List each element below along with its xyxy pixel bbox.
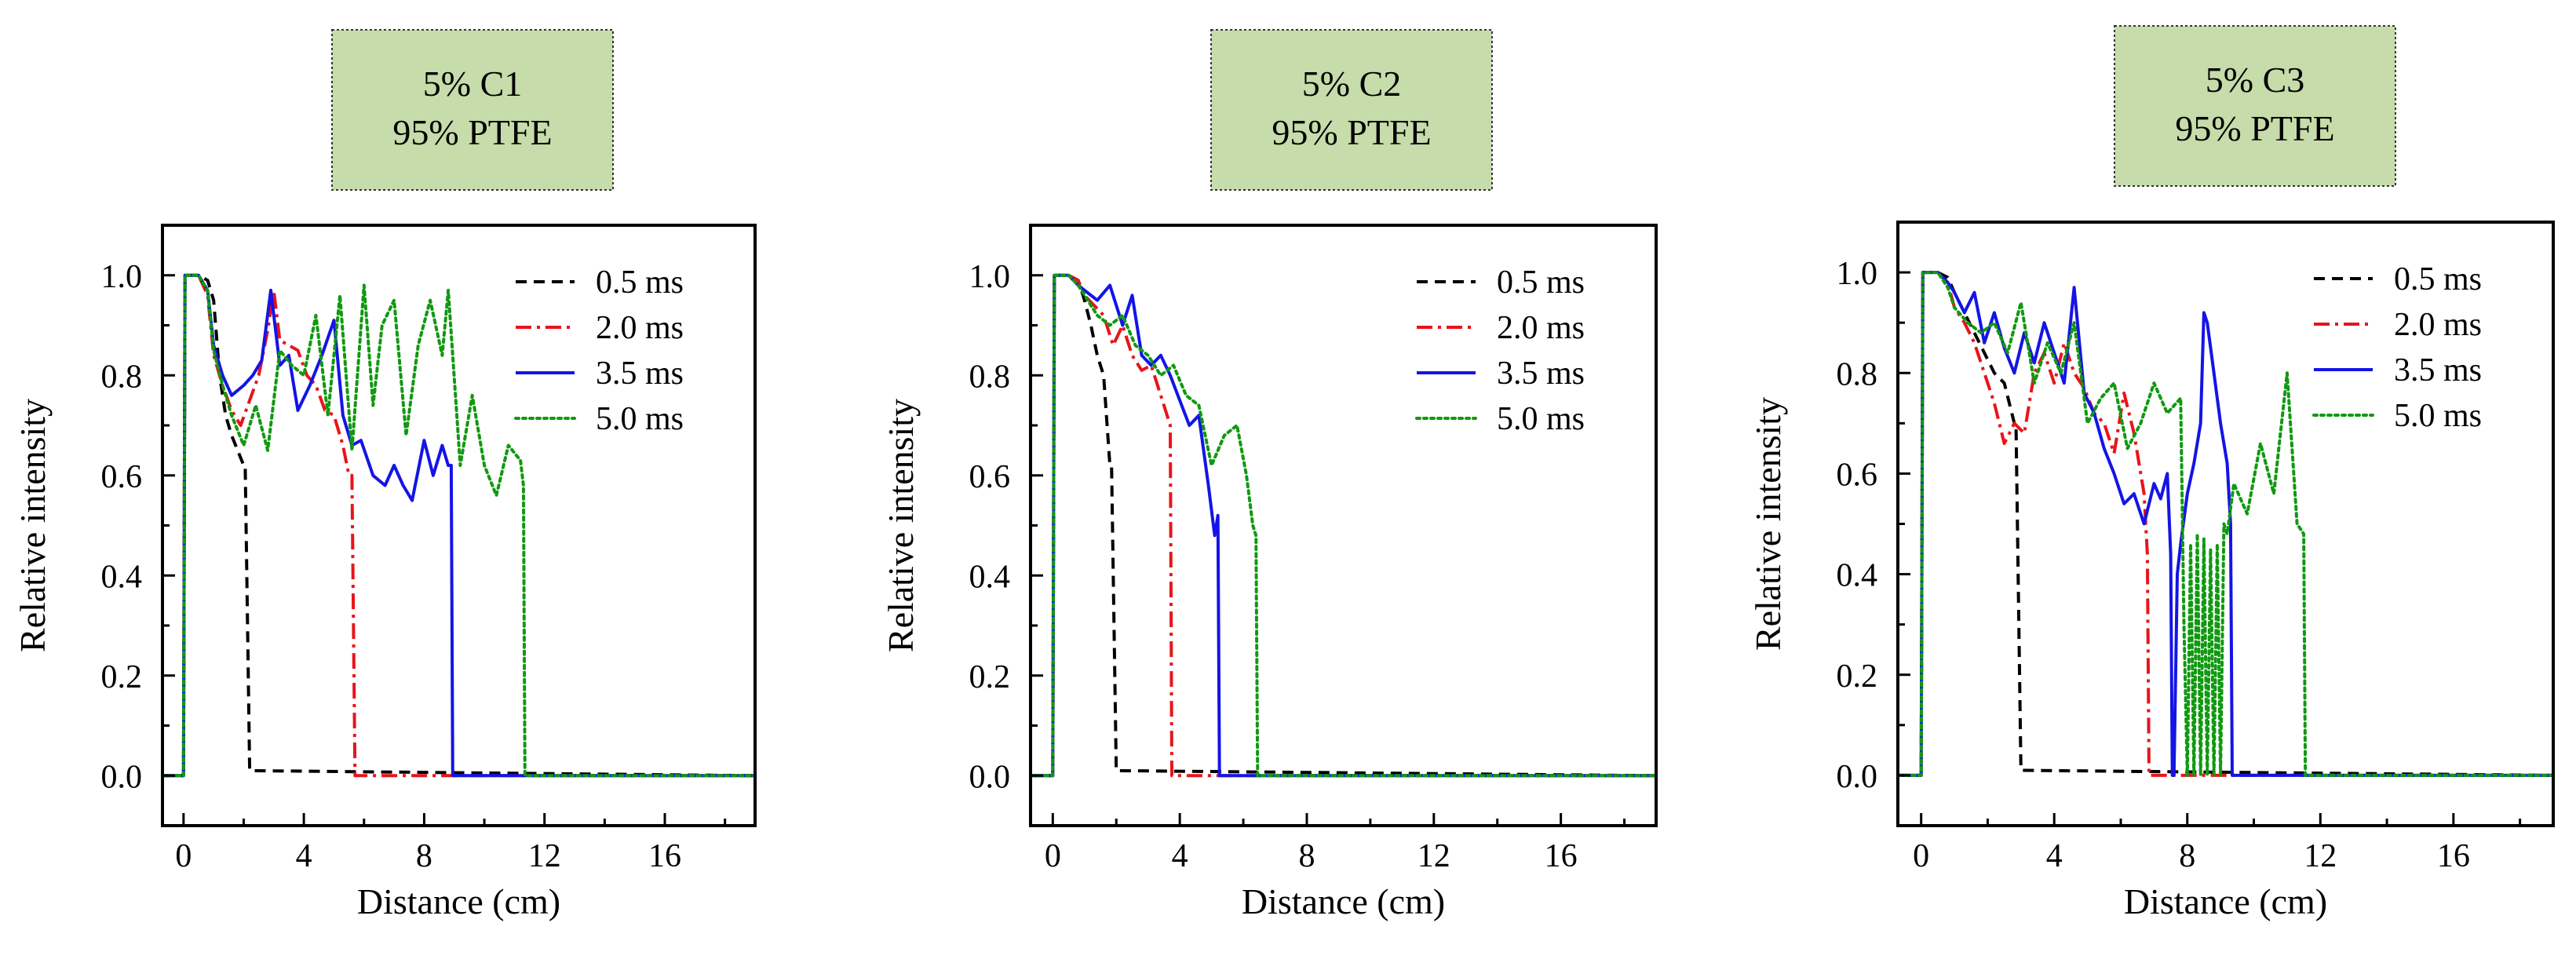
y-axis-title: Relative intensity <box>881 399 921 652</box>
series-line-5-0-ms <box>1898 271 2553 777</box>
panel-label-line-1: 5% C3 <box>2206 60 2305 100</box>
y-tick-label: 0.6 <box>101 459 143 495</box>
series-line-5-0-ms <box>162 273 755 778</box>
series-line-3-5-ms <box>1031 273 1656 778</box>
y-tick-label: 0.8 <box>101 359 143 395</box>
y-tick-label: 0.4 <box>969 559 1011 595</box>
x-tick-label: 4 <box>1172 838 1188 874</box>
panel-c1: 5% C1 95% PTFE 0 4 8 12 16 0.0 0.2 0.4 0.6 0.8 1.0… <box>13 29 757 921</box>
panel-label-line-2: 95% PTFE <box>2175 108 2334 148</box>
plot-c2: 0 4 8 12 16 0.0 0.2 0.4 0.6 0.8 1.0 Distance (cm) Re… <box>881 224 1658 921</box>
y-tick-label: 0.4 <box>1837 558 1878 594</box>
series-line-2-0-ms <box>1031 273 1656 778</box>
y-axis-title: Relative intensity <box>13 399 53 652</box>
y-tick-label: 1.0 <box>101 259 143 295</box>
x-tick-label: 0 <box>175 838 192 874</box>
y-tick-label: 1.0 <box>969 259 1011 295</box>
panel-label-line-2: 95% PTFE <box>1272 112 1431 152</box>
panel-label-box-c3 <box>2114 25 2396 187</box>
legend: 0.5 ms 2.0 ms 3.5 ms 5.0 ms <box>2312 261 2482 434</box>
x-tick-label: 16 <box>648 838 681 874</box>
panel-c2: 5% C2 95% PTFE 0 4 8 12 16 0.0 0.2 0.4 0.6 0.8 1.0… <box>881 29 1658 921</box>
y-tick-label: 0.2 <box>101 659 143 695</box>
panel-label-box-c2 <box>1210 29 1493 191</box>
series-group <box>1031 273 1656 778</box>
x-axis-title: Distance (cm) <box>357 881 560 921</box>
x-tick-label: 12 <box>528 838 561 874</box>
series-line-3-5-ms <box>1898 271 2553 777</box>
legend: 0.5 ms 2.0 ms 3.5 ms 5.0 ms <box>514 264 684 437</box>
series-line-0-5-ms <box>162 273 755 778</box>
y-tick-label: 0.6 <box>969 459 1011 495</box>
legend-label: 3.5 ms <box>1497 356 1585 392</box>
series-line-0-5-ms <box>1031 273 1656 778</box>
y-tick-label: 0.2 <box>1837 658 1878 695</box>
y-tick-label: 1.0 <box>1837 256 1878 292</box>
x-tick-label: 8 <box>2179 838 2195 874</box>
y-tick-label: 0.6 <box>1837 457 1878 493</box>
panel-label-box-c1 <box>331 29 614 191</box>
x-tick-label: 16 <box>1545 838 1578 874</box>
y-tick-label: 0.8 <box>969 359 1011 395</box>
series-group <box>1898 271 2553 777</box>
x-tick-label: 8 <box>416 838 432 874</box>
plot-c1: 0 4 8 12 16 0.0 0.2 0.4 0.6 0.8 1.0 Distance (cm) Re… <box>13 224 757 921</box>
legend-label: 5.0 ms <box>2394 398 2482 434</box>
x-tick-label: 4 <box>296 838 312 874</box>
legend: 0.5 ms 2.0 ms 3.5 ms 5.0 ms <box>1415 264 1585 437</box>
legend-label: 3.5 ms <box>2394 352 2482 388</box>
x-tick-label: 0 <box>1913 838 1929 874</box>
panel-label-line-1: 5% C2 <box>1302 64 1402 104</box>
series-line-5-0-ms <box>1031 273 1656 778</box>
y-tick-label: 0.0 <box>969 759 1011 795</box>
y-tick-label: 0.8 <box>1837 356 1878 392</box>
y-tick-label: 0.2 <box>969 659 1011 695</box>
x-tick-label: 8 <box>1298 838 1315 874</box>
legend-label: 2.0 ms <box>2394 307 2482 343</box>
x-axis-title: Distance (cm) <box>1242 881 1445 921</box>
panel-label-line-1: 5% C1 <box>423 64 523 104</box>
legend-label: 0.5 ms <box>2394 261 2482 297</box>
panel-c3: 5% C3 95% PTFE 0 4 8 12 16 0.0 0.2 0.4 0.6 0.8 1.0… <box>1748 25 2555 921</box>
plot-c3: 0 4 8 12 16 0.0 0.2 0.4 0.6 0.8 1.0 Distance (cm) Re… <box>1748 221 2555 921</box>
y-tick-label: 0.4 <box>101 559 143 595</box>
series-group <box>162 273 755 778</box>
series-line-3-5-ms <box>162 273 755 778</box>
y-tick-label: 0.0 <box>1837 759 1878 795</box>
legend-label: 0.5 ms <box>1497 264 1585 301</box>
x-tick-label: 12 <box>2304 838 2337 874</box>
x-tick-label: 16 <box>2437 838 2470 874</box>
legend-label: 5.0 ms <box>596 401 684 437</box>
x-axis-title: Distance (cm) <box>2124 881 2327 921</box>
legend-label: 2.0 ms <box>596 310 684 346</box>
legend-label: 2.0 ms <box>1497 310 1585 346</box>
y-tick-label: 0.0 <box>101 759 143 795</box>
x-tick-label: 12 <box>1418 838 1450 874</box>
x-tick-label: 4 <box>2046 838 2063 874</box>
legend-label: 5.0 ms <box>1497 401 1585 437</box>
panel-label-line-2: 95% PTFE <box>392 112 552 152</box>
y-axis-title: Relative intensity <box>1748 397 1788 651</box>
legend-label: 0.5 ms <box>596 264 684 301</box>
legend-label: 3.5 ms <box>596 356 684 392</box>
x-tick-label: 0 <box>1045 838 1061 874</box>
series-line-2-0-ms <box>162 273 755 778</box>
